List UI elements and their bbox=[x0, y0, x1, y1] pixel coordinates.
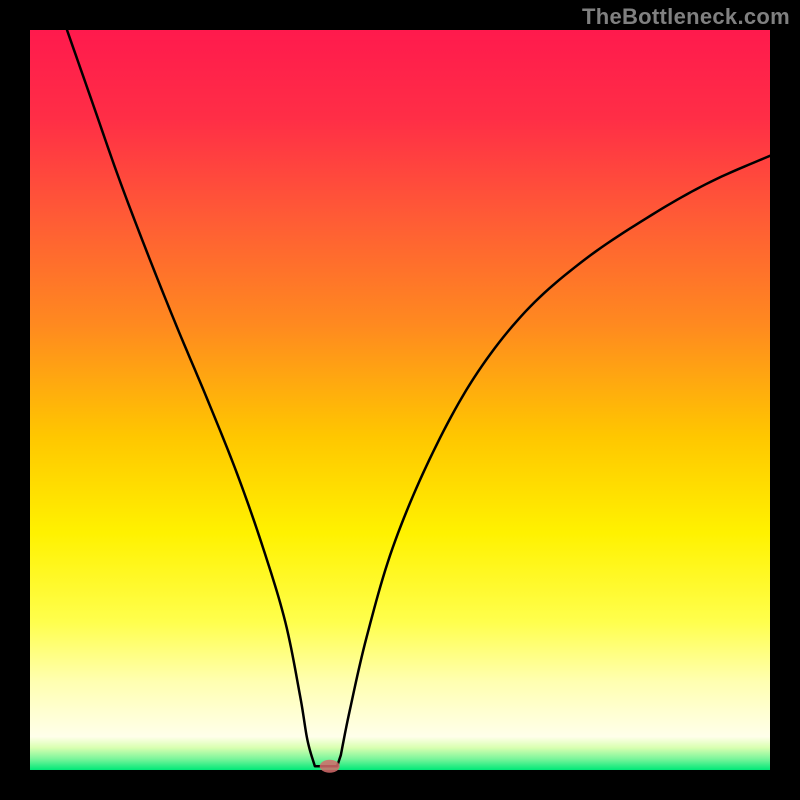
chart-container: TheBottleneck.com bbox=[0, 0, 800, 800]
plot-background bbox=[30, 30, 770, 770]
bottleneck-chart bbox=[0, 0, 800, 800]
watermark-text: TheBottleneck.com bbox=[582, 4, 790, 30]
optimal-marker bbox=[320, 760, 340, 773]
